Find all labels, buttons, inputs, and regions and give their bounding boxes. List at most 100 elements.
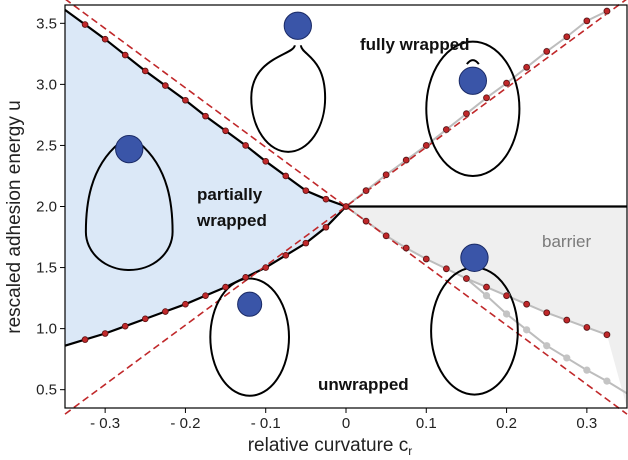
red-data-point — [262, 264, 270, 271]
y-tick-label: 1.5 — [36, 260, 57, 277]
theory-dashed-line-0 — [65, 0, 628, 415]
gray-data-point — [523, 326, 531, 334]
red-data-point — [322, 195, 330, 203]
region-label-fully-wrapped: fully wrapped — [360, 35, 470, 54]
y-tick-label: 2.5 — [36, 137, 57, 154]
y-tick-label: 2.0 — [36, 199, 57, 216]
red-data-point — [182, 300, 189, 308]
x-axis-title-text: relative curvature c — [248, 435, 409, 456]
red-data-point — [422, 142, 430, 149]
red-data-point — [282, 172, 290, 180]
red-data-point — [101, 35, 109, 43]
red-data-point — [443, 126, 450, 133]
red-data-point — [463, 110, 470, 117]
y-tick-label: 1.0 — [36, 321, 57, 338]
red-data-point — [463, 275, 470, 282]
y-tick-label: 0.5 — [36, 382, 57, 399]
red-data-point — [242, 274, 249, 281]
particle-circle — [458, 66, 488, 95]
x-tick-label: - 0.1 — [251, 415, 281, 432]
region-label-unwrapped: unwrapped — [318, 375, 409, 394]
red-data-point — [563, 33, 571, 41]
x-tick-label: 0.3 — [576, 415, 597, 432]
red-data-point — [222, 127, 229, 135]
red-data-point — [523, 300, 530, 308]
vesicle-outline — [425, 40, 521, 177]
red-data-point — [302, 239, 310, 247]
red-data-point — [523, 63, 530, 71]
x-tick-label: 0 — [342, 415, 350, 432]
red-data-point — [121, 322, 129, 330]
partial-wrapped-region — [65, 9, 346, 346]
red-data-point — [101, 330, 109, 337]
red-data-point — [162, 82, 169, 89]
region-label-barrier: barrier — [542, 232, 591, 251]
gray-data-point — [583, 366, 591, 374]
y-axis-title: rescaled adhesion energy u — [4, 100, 25, 333]
inset-fully-wrapped-right — [425, 40, 521, 177]
red-data-point — [182, 96, 189, 104]
red-data-point — [583, 324, 591, 331]
red-data-point — [382, 232, 390, 240]
red-data-point — [483, 283, 490, 291]
red-data-point — [141, 67, 149, 75]
red-data-point — [162, 308, 169, 315]
red-data-point — [242, 142, 249, 149]
gray-data-point — [482, 292, 491, 300]
red-data-point — [443, 265, 450, 273]
inset-unwrapped-middle — [209, 277, 290, 397]
region-label-partially-line1: partially — [197, 185, 263, 204]
red-data-point — [262, 158, 270, 165]
red-data-point — [402, 156, 410, 164]
theory-dashed-line-1 — [64, 0, 627, 415]
red-data-point — [583, 17, 591, 25]
gray-data-point — [563, 354, 571, 362]
red-data-point — [302, 187, 310, 194]
red-data-point — [202, 112, 209, 120]
gray-data-point — [603, 377, 611, 385]
red-data-point — [121, 51, 129, 59]
x-axis-ticks: - 0.3 - 0.2 - 0.1 0 0.1 0.2 0.3 — [90, 408, 597, 432]
vesicle-insets — [84, 11, 521, 397]
barrier-region — [346, 206, 627, 408]
inset-partially-wrapped-left — [84, 134, 174, 271]
red-data-point — [382, 171, 390, 179]
red-data-point — [402, 244, 410, 252]
vesicle-outline — [209, 277, 290, 397]
red-data-point — [362, 217, 370, 225]
red-data-point — [483, 94, 490, 102]
x-axis-title: relative curvature cr — [248, 435, 413, 458]
region-label-partially-line2: wrapped — [196, 211, 267, 230]
y-tick-label: 3.0 — [36, 76, 57, 93]
red-data-point — [202, 292, 209, 299]
upper-right-gray-line — [345, 10, 608, 208]
particle-circle — [115, 134, 144, 164]
red-data-point — [141, 315, 149, 323]
data-points — [81, 7, 611, 385]
vesicle-outline — [250, 44, 327, 153]
red-data-point — [322, 223, 330, 231]
x-axis-title-subscript: r — [408, 444, 412, 458]
red-data-point — [543, 309, 551, 317]
red-data-point — [543, 48, 551, 55]
x-tick-label: 0.2 — [496, 415, 517, 432]
particle-circle — [283, 11, 312, 40]
inset-fully-wrapped-top — [250, 11, 327, 153]
red-data-point — [81, 336, 89, 343]
vesicle-outline — [84, 142, 174, 271]
red-data-point — [603, 7, 611, 15]
red-data-point — [342, 203, 350, 210]
red-data-point — [563, 316, 571, 324]
red-data-point — [282, 252, 290, 259]
vesicle-neck — [466, 59, 480, 65]
inset-unwrapped-right — [430, 243, 519, 396]
x-tick-label: 0.1 — [416, 415, 437, 432]
y-tick-label: 3.5 — [36, 15, 57, 32]
red-data-point — [81, 21, 89, 28]
red-data-point — [422, 255, 430, 263]
y-axis-ticks: 0.5 1.0 1.5 2.0 2.5 3.0 3.5 — [36, 15, 65, 399]
phase-regions — [65, 9, 627, 408]
red-data-point — [362, 187, 370, 194]
red-data-point — [503, 292, 510, 299]
